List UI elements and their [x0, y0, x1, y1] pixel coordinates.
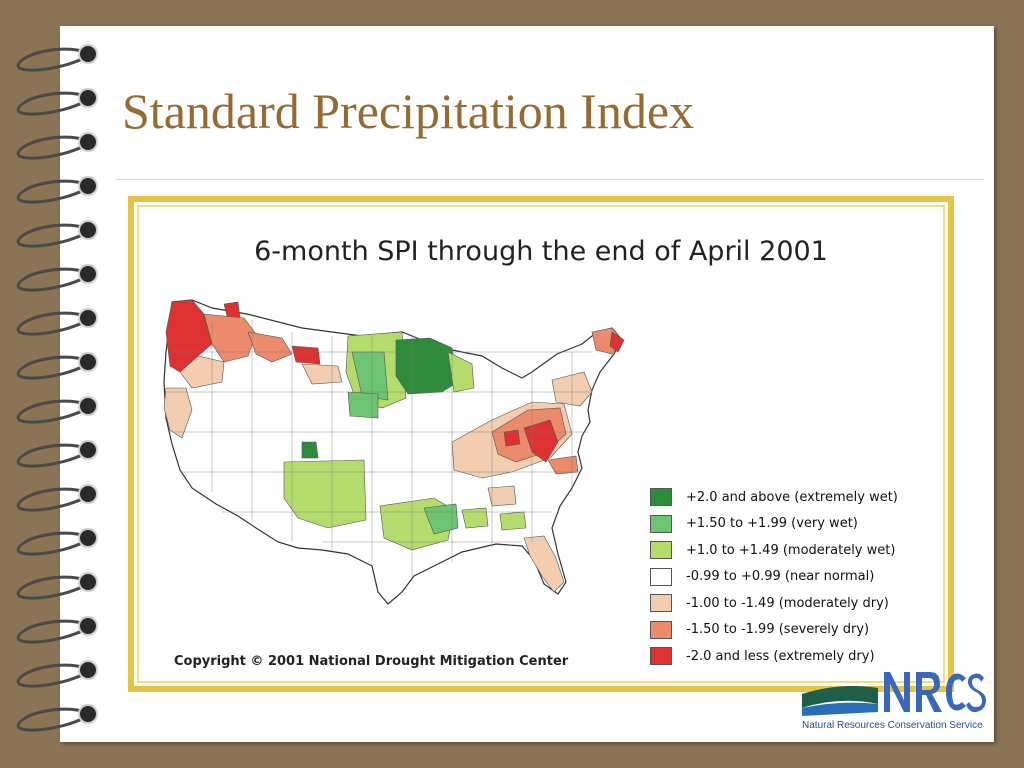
binding-hole: [78, 352, 98, 372]
spi-map-frame: 6-month SPI through the end of April 200…: [128, 196, 954, 692]
binding-hole: [78, 572, 98, 592]
binding-ring: [16, 179, 87, 204]
legend-item: -1.50 to -1.99 (severely dry): [650, 617, 898, 644]
binding-ring: [16, 223, 87, 248]
binding-hole: [78, 44, 98, 64]
region-nebraska-very-wet: [347, 391, 379, 419]
slide-title: Standard Precipitation Index: [122, 83, 695, 139]
binding-hole: [78, 484, 98, 504]
binding-hole: [78, 528, 98, 548]
region-florida-moderate-dry: [523, 535, 565, 593]
binding-hole: [78, 616, 98, 636]
nrcs-logo: [802, 672, 986, 716]
legend-item: +1.50 to +1.99 (very wet): [650, 511, 898, 538]
binding-hole: [78, 220, 98, 240]
region-kentucky-extreme-dry: [503, 429, 521, 447]
binding-hole: [78, 704, 98, 724]
region-alabama-moderately-wet: [461, 507, 489, 529]
binding-ring: [16, 531, 87, 556]
binding-hole: [78, 88, 98, 108]
region-gulf-moderate-dry: [487, 485, 517, 507]
binding-hole: [78, 440, 98, 460]
legend-swatch: [650, 647, 672, 666]
region-arkansas-very-wet: [423, 503, 459, 535]
binding-ring: [16, 311, 87, 336]
legend-label: -0.99 to +0.99 (near normal): [686, 569, 875, 585]
binding-ring: [16, 619, 87, 644]
binding-hole: [78, 132, 98, 152]
map-title: 6-month SPI through the end of April 200…: [254, 236, 828, 267]
map-legend: +2.0 and above (extremely wet) +1.50 to …: [650, 484, 898, 670]
binding-ring: [16, 47, 87, 72]
legend-label: +2.0 and above (extremely wet): [686, 489, 898, 505]
legend-label: -1.00 to -1.49 (moderately dry): [686, 595, 889, 611]
region-southwest-moderately-wet: [283, 459, 367, 529]
binding-ring: [16, 135, 87, 160]
binding-ring: [16, 443, 87, 468]
legend-item: +2.0 and above (extremely wet): [650, 484, 898, 511]
county-grid-lines: [166, 320, 592, 582]
binding-hole: [78, 396, 98, 416]
region-idaho-severe-dry: [247, 331, 293, 363]
legend-swatch: [650, 567, 672, 586]
binding-ring: [16, 663, 87, 688]
legend-label: +1.50 to +1.99 (very wet): [686, 516, 858, 532]
region-virginia-extreme-dry: [523, 419, 559, 463]
legend-swatch: [650, 514, 672, 533]
legend-label: -2.0 and less (extremely dry): [686, 648, 875, 664]
legend-swatch: [650, 594, 672, 613]
region-montana-extreme-dry: [291, 345, 321, 365]
binding-ring: [16, 487, 87, 512]
legend-label: +1.0 to +1.49 (moderately wet): [686, 542, 896, 558]
map-copyright: Copyright © 2001 National Drought Mitiga…: [174, 654, 569, 669]
region-utah-extremely-wet: [301, 441, 319, 459]
spiral-binding: [16, 44, 98, 732]
binding-ring: [16, 91, 87, 116]
binding-hole: [78, 308, 98, 328]
legend-item: -1.00 to -1.49 (moderately dry): [650, 590, 898, 617]
legend-item: -0.99 to +0.99 (near normal): [650, 564, 898, 591]
title-divider: [116, 179, 984, 180]
legend-label: -1.50 to -1.99 (severely dry): [686, 622, 870, 638]
binding-ring: [16, 355, 87, 380]
binding-hole: [78, 660, 98, 680]
legend-swatch: [650, 488, 672, 507]
legend-item: +1.0 to +1.49 (moderately wet): [650, 537, 898, 564]
region-georgia-moderately-wet: [499, 511, 527, 531]
nrcs-caption: Natural Resources Conservation Service: [802, 720, 983, 731]
region-california-moderate-dry: [163, 387, 193, 439]
binding-ring: [16, 575, 87, 600]
us-spi-map: [163, 299, 625, 605]
binding-hole: [78, 264, 98, 284]
region-minnesota-extremely-wet: [395, 337, 459, 395]
binding-ring: [16, 399, 87, 424]
legend-item: -2.0 and less (extremely dry): [650, 643, 898, 670]
region-maine-extreme-dry: [609, 331, 625, 353]
binding-ring: [16, 707, 87, 732]
legend-swatch: [650, 541, 672, 560]
legend-swatch: [650, 620, 672, 639]
binding-hole: [78, 176, 98, 196]
binding-ring: [16, 267, 87, 292]
region-oregon-moderate-dry: [179, 355, 225, 389]
map-frame-inner-border: [137, 205, 945, 683]
